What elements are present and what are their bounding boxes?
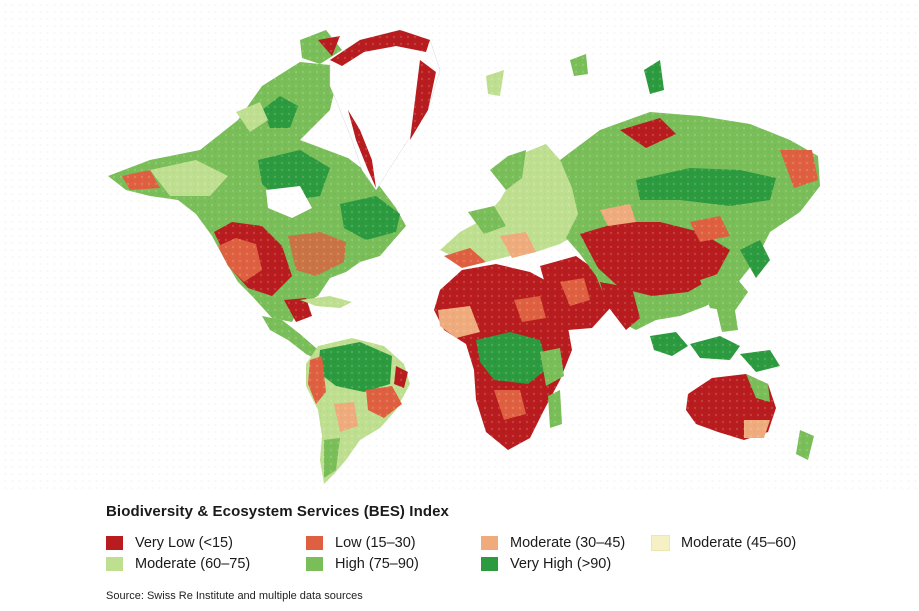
legend-swatch [106, 536, 123, 550]
legend-label: High (75–90) [335, 556, 419, 572]
source-note: Source: Swiss Re Institute and multiple … [106, 590, 363, 602]
legend-label: Very Low (<15) [135, 535, 233, 551]
legend-label: Moderate (45–60) [681, 535, 797, 551]
legend-item-high: High (75–90) [306, 556, 419, 572]
legend-swatch [481, 557, 498, 571]
legend: Very Low (<15) Low (15–30) Moderate (30–… [106, 535, 866, 579]
legend-swatch [306, 536, 323, 550]
legend-label: Very High (>90) [510, 556, 612, 572]
legend-label: Moderate (30–45) [510, 535, 626, 551]
legend-item-moderate-30-45: Moderate (30–45) [481, 535, 625, 551]
legend-item-moderate-60-75: Moderate (60–75) [106, 556, 250, 572]
legend-label: Low (15–30) [335, 535, 416, 551]
legend-swatch [106, 557, 123, 571]
legend-item-moderate-45-60: Moderate (45–60) [651, 535, 797, 551]
legend-swatch [651, 535, 670, 551]
legend-swatch [481, 536, 498, 550]
legend-item-very-low: Very Low (<15) [106, 535, 233, 551]
world-map [0, 0, 919, 490]
legend-item-very-high: Very High (>90) [481, 556, 611, 572]
legend-swatch [306, 557, 323, 571]
legend-title: Biodiversity & Ecosystem Services (BES) … [106, 503, 449, 520]
legend-item-low: Low (15–30) [306, 535, 416, 551]
legend-label: Moderate (60–75) [135, 556, 251, 572]
